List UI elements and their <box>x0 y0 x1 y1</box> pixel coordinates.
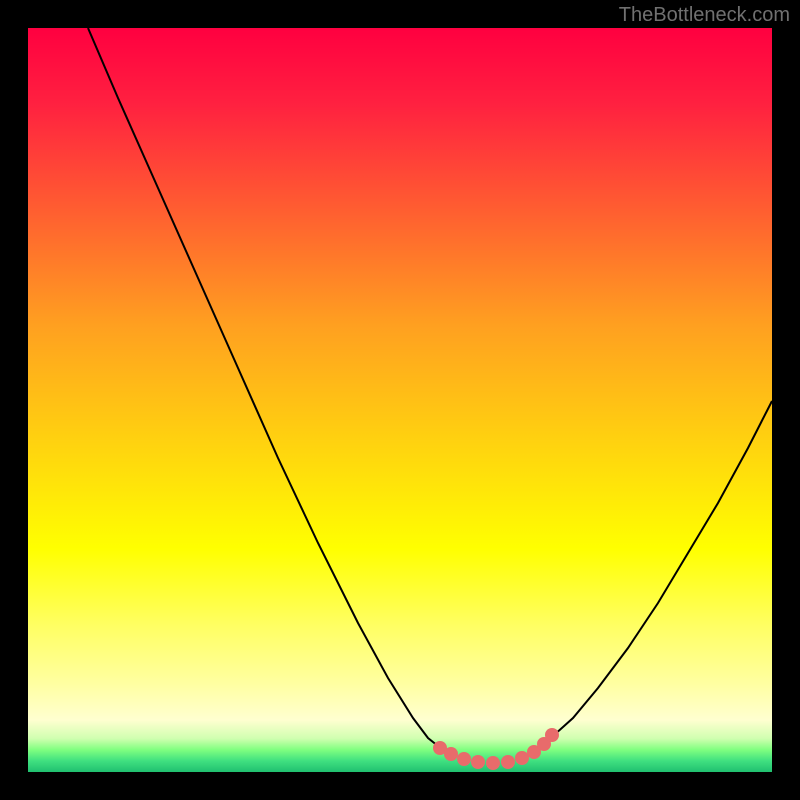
gradient-background <box>28 28 772 772</box>
data-marker <box>457 752 471 766</box>
watermark-text: TheBottleneck.com <box>619 4 790 27</box>
data-marker <box>486 756 500 770</box>
data-marker <box>444 747 458 761</box>
data-marker <box>545 728 559 742</box>
chart-svg <box>28 28 772 772</box>
plot-area <box>28 28 772 772</box>
data-marker <box>471 755 485 769</box>
chart-container: TheBottleneck.com <box>0 0 800 800</box>
data-marker <box>515 751 529 765</box>
data-marker <box>501 755 515 769</box>
